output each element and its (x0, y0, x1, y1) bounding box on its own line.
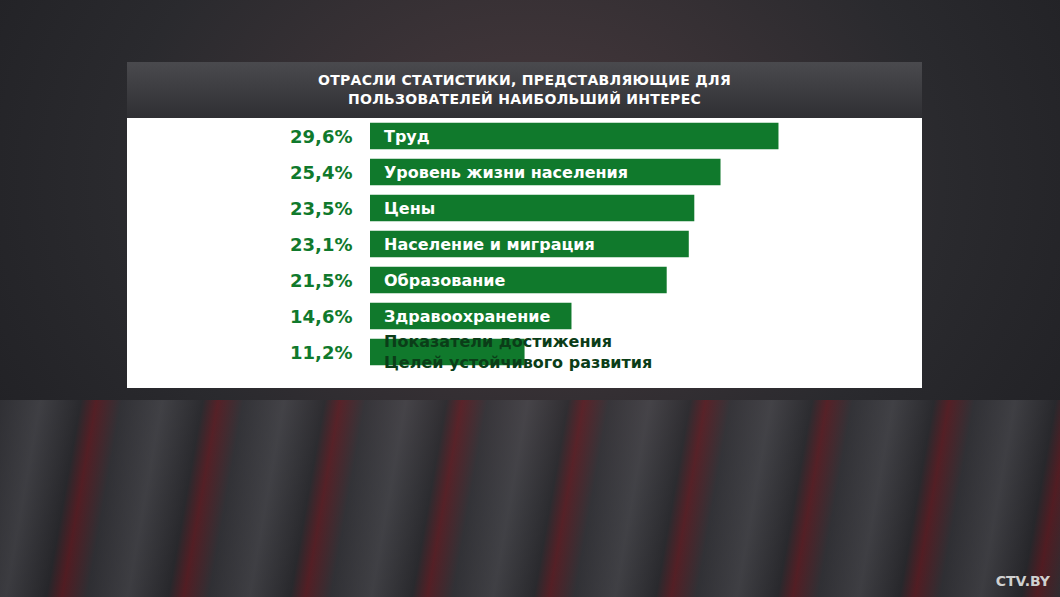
svg-text:25,4%: 25,4% (290, 162, 352, 183)
svg-text:23,1%: 23,1% (290, 234, 352, 255)
svg-text:Население и миграция: Население и миграция (384, 235, 595, 254)
svg-text:11,2%: 11,2% (290, 342, 352, 363)
svg-text:21,5%: 21,5% (290, 270, 352, 291)
svg-text:Здравоохранение: Здравоохранение (384, 307, 550, 326)
svg-text:Образование: Образование (384, 271, 506, 290)
html-text:CTV.BY: CTV.BY (995, 573, 1050, 589)
svg-text:Показатели достиженияЦелей уст: Показатели достиженияЦелей устойчивого р… (384, 332, 652, 372)
svg-text:Уровень жизни населения: Уровень жизни населения (384, 163, 628, 182)
svg-text:Труд: Труд (384, 127, 430, 146)
svg-text:23,5%: 23,5% (290, 198, 352, 219)
svg-text:29,6%: 29,6% (290, 126, 352, 147)
html-text:ОТРАСЛИ СТАТИСТИКИ, ПРЕДСТАВЛЯ: ОТРАСЛИ СТАТИСТИКИ, ПРЕДСТАВЛЯЮЩИЕ ДЛЯ П… (318, 72, 731, 107)
svg-text:14,6%: 14,6% (290, 306, 352, 327)
svg-text:Цены: Цены (384, 199, 435, 218)
